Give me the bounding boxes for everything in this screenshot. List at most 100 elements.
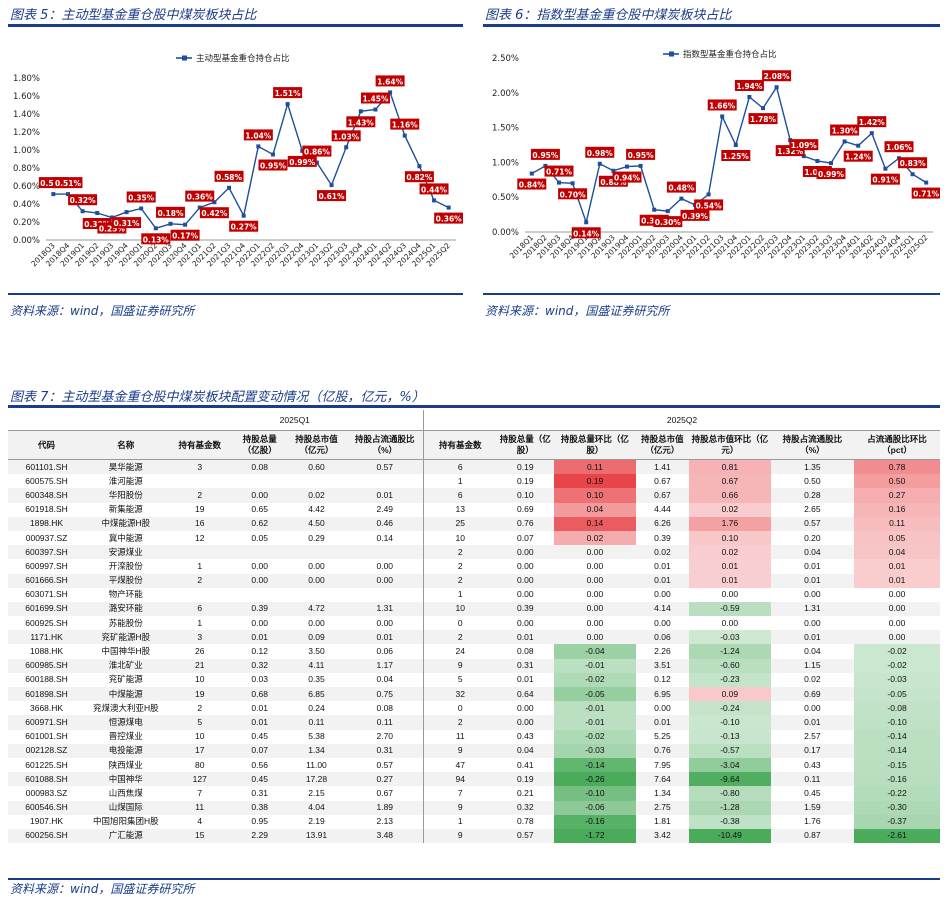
fig5-ytick-label: 0.40% [13, 200, 40, 210]
table-cell: 0.00 [346, 573, 424, 588]
table-cell: 17.28 [286, 772, 347, 787]
table-cell: -0.03 [689, 630, 771, 645]
fig5-point [212, 200, 217, 205]
table-cell: 0.00 [286, 559, 347, 574]
fig6-data-label-bg [721, 150, 751, 161]
fig6-point [679, 196, 684, 201]
fig5-data-label-bg [199, 207, 229, 219]
table-cell: 15 [166, 828, 233, 844]
fig6-ytick-label: 1.50% [492, 124, 519, 134]
table-cell: 0.64 [496, 687, 555, 702]
table-cell: 0.00 [554, 545, 636, 560]
fig5-data-label-bg [126, 191, 156, 203]
table-cell: 19 [166, 687, 233, 702]
table-cell: 5.38 [286, 729, 347, 744]
fig5-point [285, 102, 290, 107]
table-cell: 16 [166, 516, 233, 531]
table-cell: 0.69 [496, 502, 555, 517]
fig6-point [924, 180, 929, 185]
fig5-point [446, 205, 451, 210]
fig5-point [300, 148, 305, 153]
figure-7-source: 资料来源：wind，国盛证券研究所 [10, 882, 195, 896]
table-cell [166, 587, 233, 602]
fig6-point [597, 161, 602, 166]
table-cell: 0.16 [854, 502, 940, 517]
table-row: 601666.SH 平煤股份 2 0.00 0.00 0.00 2 0.00 0.00 0.01 0… [8, 573, 940, 588]
table-cell: 1.34 [286, 743, 347, 758]
table-cell: 兖矿能源H股 [85, 630, 167, 645]
table-cell: 0.45 [770, 786, 855, 801]
fig5-data-label-bg [243, 129, 273, 141]
table-body: 601101.SH 昊华能源 3 0.08 0.60 0.57 6 0.19 0.11 1.41 0… [8, 459, 940, 844]
fig5-point [80, 209, 85, 214]
table-cell: -0.03 [854, 672, 940, 687]
column-header: 持有基金数 [423, 430, 497, 460]
figure-7-title: 图表 7：主动型基金重仓股中煤炭板块配置变动情况（亿股，亿元，%） [10, 390, 425, 405]
table-cell: 0.00 [635, 587, 690, 602]
table-cell: 0.00 [232, 559, 287, 574]
fig6-data-label: 1.24% [845, 153, 872, 162]
fig6-data-label: 0.70% [560, 190, 587, 199]
fig6-point [625, 164, 629, 169]
fig6-data-label: 0.94% [614, 174, 641, 183]
figure-6-title: 图表 6：指数型基金重仓股中煤炭板块占比 [485, 8, 732, 23]
table-cell: 600985.SH [8, 658, 86, 673]
table-cell: 0.06 [346, 644, 424, 659]
fig5-data-label: 0.13% [143, 235, 170, 244]
table-row: 600997.SH 开滦股份 1 0.00 0.00 0.00 2 0.00 0.00 0.01 0… [8, 559, 940, 574]
fig6-point [720, 114, 725, 119]
table-cell: 0.56 [232, 757, 287, 773]
figure-7-table: 2025Q1 2025Q2 代码 名称 持有基金数 持股总量（亿股） 持股总市值（亿元）… [8, 410, 940, 844]
table-cell: 1.59 [770, 800, 855, 815]
table-cell: 2 [166, 701, 233, 716]
fig6-data-label: 0.91% [872, 176, 899, 185]
table-cell: -0.15 [854, 757, 940, 773]
fig6-data-label-bg [585, 146, 615, 158]
table-cell: 0.02 [554, 530, 636, 546]
table-cell: 淮北矿业 [85, 658, 167, 673]
table-cell: 601101.SH [8, 459, 86, 475]
table-cell: 0.01 [770, 573, 855, 588]
column-header: 持股总量（亿股） [232, 430, 287, 460]
fig5-data-label-bg [404, 171, 434, 183]
fig5-data-label: 0.36% [436, 215, 463, 224]
table-cell: 0.09 [286, 630, 347, 645]
table-cell: 0.01 [346, 488, 424, 503]
fig5-data-label: 0.82% [406, 173, 433, 182]
fig5-data-label-bg [53, 177, 83, 189]
fig6-data-label: 1.25% [723, 152, 750, 161]
table-cell: 2.49 [346, 502, 424, 517]
table-cell: -0.60 [689, 658, 771, 673]
table-cell: 0.11 [854, 516, 940, 531]
table-cell: 0.78 [854, 459, 940, 475]
figure-6-bottom-rule [483, 293, 940, 295]
table-row: 002128.SZ 电投能源 17 0.07 1.34 0.31 9 0.04 -0.03 0.7… [8, 743, 940, 758]
table-cell: 0.46 [346, 516, 424, 531]
table-cell: 0.01 [689, 559, 771, 574]
fig5-ytick-label: 1.20% [13, 128, 40, 138]
table-cell: 6.26 [635, 516, 690, 531]
table-cell: -1.72 [554, 828, 636, 844]
table-cell: -0.10 [554, 786, 636, 801]
table-cell: 11 [166, 800, 233, 815]
fig5-data-label-bg [419, 183, 449, 195]
figure-5-svg: 0.00% 0.20% 0.40% 0.60% 0.80% 1.00% 1.20% 1.40%… [13, 53, 463, 268]
fig5-data-label-bg [68, 194, 98, 206]
fig6-data-label: 1.66% [709, 101, 736, 110]
fig6-data-label: 0.54% [696, 201, 723, 210]
table-cell: 002128.SZ [8, 743, 86, 758]
figure-5-title-rule [8, 24, 463, 27]
table-row: 1907.HK 中国旭阳集团H股 4 0.95 2.19 2.13 1 0.78 -0.16 1.… [8, 814, 940, 829]
fig5-data-label-bg [258, 159, 288, 171]
table-cell: 昊华能源 [85, 459, 167, 475]
table-cell [232, 587, 287, 602]
figure-5-source: 资料来源：wind，国盛证券研究所 [10, 304, 195, 318]
table-cell: 25 [423, 516, 497, 531]
table-cell: 000937.SZ [8, 530, 86, 546]
table-cell: 601898.SH [8, 687, 86, 702]
fig6-data-label-bg [571, 227, 601, 239]
column-header: 代码 [8, 430, 86, 460]
fig6-point [910, 172, 915, 177]
table-cell: 6 [423, 488, 497, 503]
table-cell [286, 545, 347, 560]
